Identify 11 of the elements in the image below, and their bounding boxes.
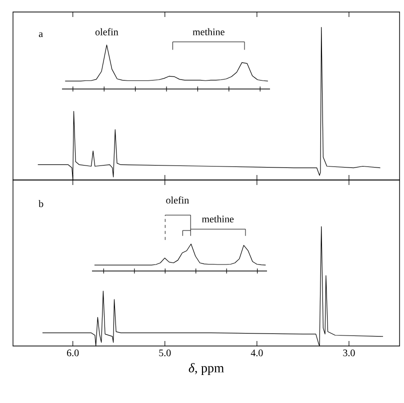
annotation: olefin (95, 28, 118, 36)
x-tick-label: 3.0 (343, 350, 355, 356)
x-tick-label: 4.0 (250, 350, 263, 356)
x-axis-title: δ, ppm (188, 363, 224, 376)
chart-title: b (38, 200, 44, 208)
chart-title: a (38, 32, 43, 38)
text: methine (202, 215, 234, 222)
annotation: methine (192, 28, 224, 36)
x-tick-label: 5.0 (159, 350, 171, 356)
text: olefin (166, 196, 189, 204)
x-tick-label: 6.0 (67, 350, 79, 356)
